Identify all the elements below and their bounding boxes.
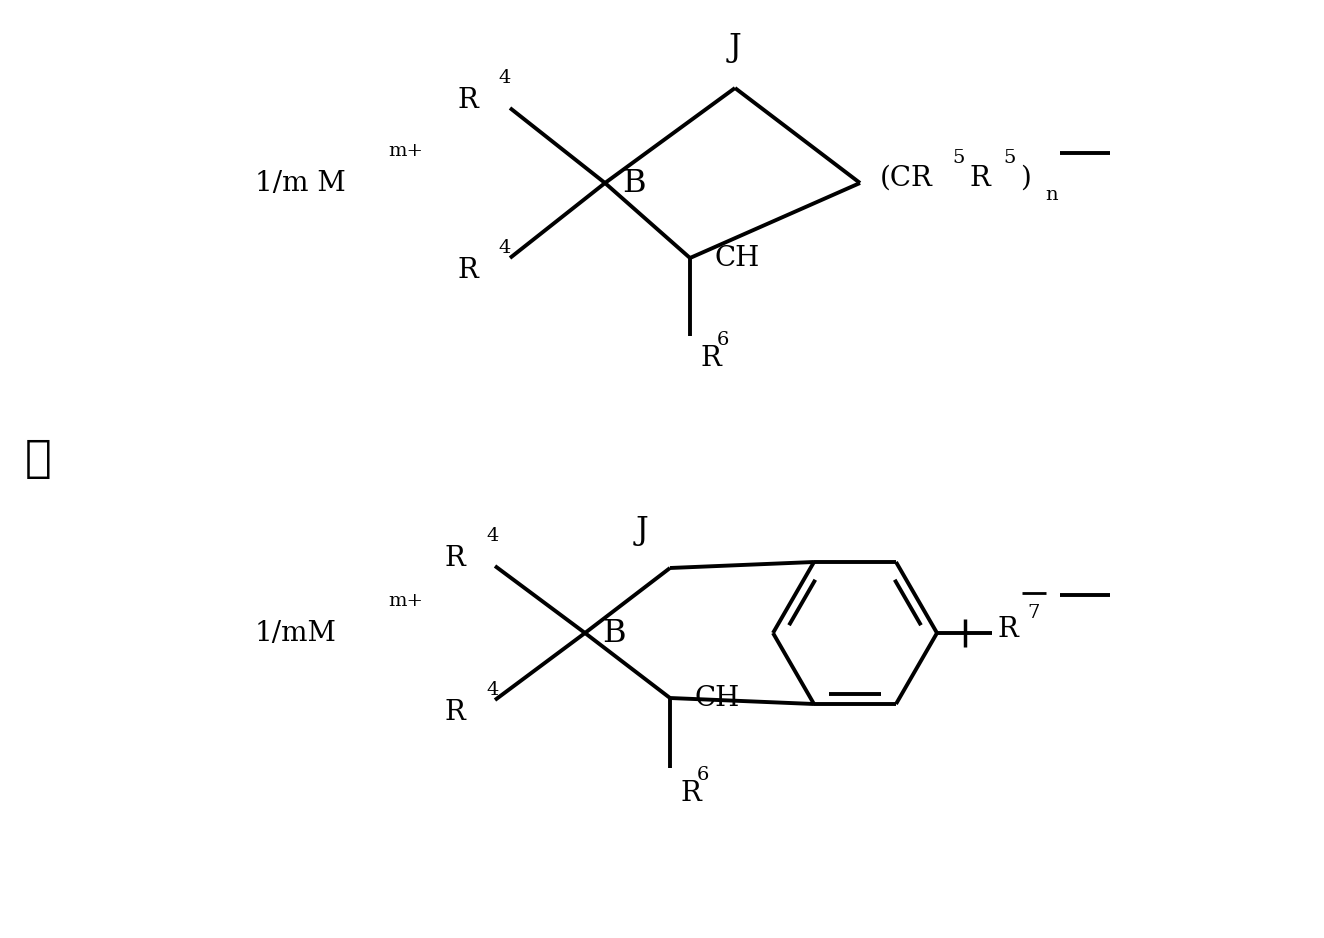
- Text: 5: 5: [1004, 149, 1016, 167]
- Text: R: R: [457, 86, 478, 113]
- Text: R: R: [681, 779, 700, 807]
- Text: (CR: (CR: [880, 164, 933, 191]
- Text: R: R: [457, 256, 478, 283]
- Text: B: B: [622, 168, 646, 199]
- Text: R: R: [700, 344, 720, 371]
- Text: m+: m+: [388, 142, 422, 160]
- Text: 6: 6: [716, 331, 730, 349]
- Text: J: J: [728, 32, 741, 63]
- Text: 4: 4: [499, 239, 511, 257]
- Text: R: R: [444, 544, 465, 571]
- Text: 4: 4: [487, 681, 499, 699]
- Text: 或: 或: [25, 436, 52, 479]
- Text: 7: 7: [1027, 604, 1041, 622]
- Text: m+: m+: [388, 592, 422, 610]
- Text: R: R: [970, 164, 990, 191]
- Text: R: R: [997, 615, 1018, 643]
- Text: CH: CH: [715, 245, 760, 271]
- Text: B: B: [602, 617, 626, 648]
- Text: J: J: [636, 515, 649, 546]
- Text: 1/m M: 1/m M: [256, 170, 346, 196]
- Text: R: R: [444, 699, 465, 725]
- Text: 1/mM: 1/mM: [256, 619, 336, 646]
- Text: ): ): [1019, 164, 1031, 191]
- Text: n: n: [1045, 186, 1058, 204]
- Text: 6: 6: [696, 766, 710, 784]
- Text: 4: 4: [487, 527, 499, 545]
- Text: 4: 4: [499, 69, 511, 87]
- Text: CH: CH: [695, 685, 740, 712]
- Text: 5: 5: [952, 149, 964, 167]
